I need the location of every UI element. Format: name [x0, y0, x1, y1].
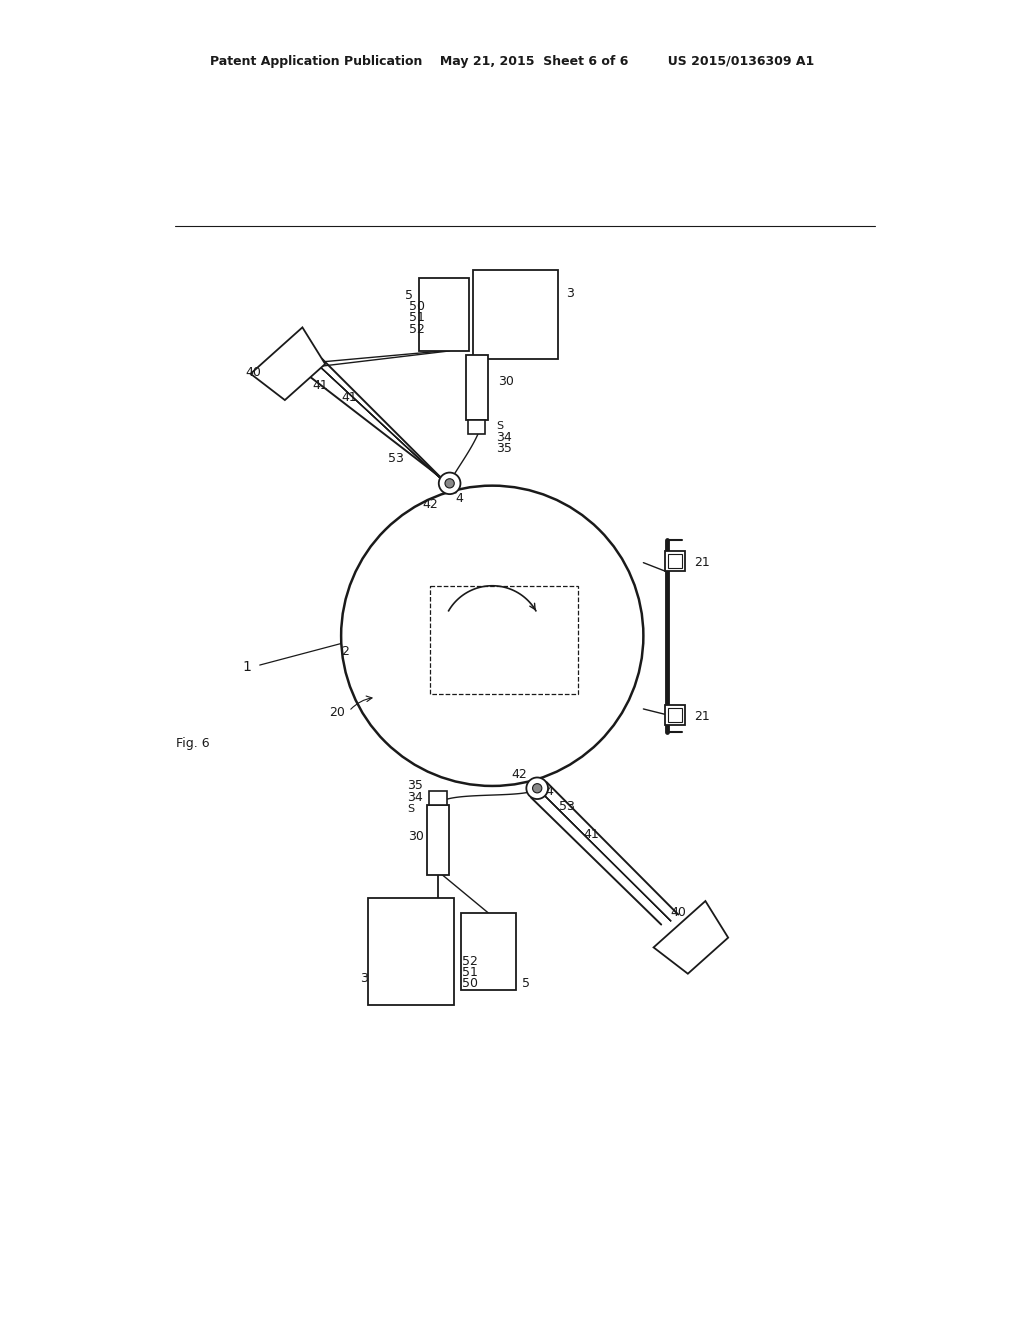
Text: 41: 41: [584, 828, 599, 841]
Text: 52: 52: [462, 954, 478, 968]
Text: 1: 1: [243, 660, 252, 673]
Text: 53: 53: [388, 453, 403, 465]
Circle shape: [438, 473, 461, 494]
Polygon shape: [653, 902, 728, 974]
Text: Patent Application Publication    May 21, 2015  Sheet 6 of 6         US 2015/013: Patent Application Publication May 21, 2…: [210, 55, 814, 69]
Bar: [669, 554, 682, 568]
Text: 21: 21: [693, 556, 710, 569]
Text: 34: 34: [407, 791, 423, 804]
Text: S: S: [407, 804, 414, 814]
Text: 3: 3: [360, 972, 369, 985]
Bar: [473, 271, 558, 359]
Circle shape: [526, 777, 548, 799]
Bar: [468, 420, 485, 434]
Text: 35: 35: [407, 779, 423, 792]
Bar: [429, 792, 446, 805]
Text: 2: 2: [341, 644, 349, 657]
Text: 30: 30: [409, 829, 424, 842]
Text: 5: 5: [406, 289, 414, 302]
Text: 50: 50: [462, 977, 478, 990]
Text: 41: 41: [312, 379, 329, 392]
Text: 3: 3: [566, 286, 573, 300]
Text: 52: 52: [410, 323, 425, 335]
Text: 20: 20: [330, 706, 345, 719]
Text: S: S: [496, 421, 503, 432]
Text: Fig. 6: Fig. 6: [176, 737, 210, 750]
Bar: [419, 277, 469, 351]
Text: 21: 21: [693, 710, 710, 723]
Circle shape: [445, 479, 455, 488]
Text: 40: 40: [671, 907, 686, 920]
Text: 51: 51: [462, 966, 478, 979]
Polygon shape: [251, 327, 326, 400]
Text: 42: 42: [423, 499, 438, 511]
Bar: [369, 898, 454, 1006]
Text: 40: 40: [246, 366, 262, 379]
Text: 30: 30: [499, 375, 514, 388]
Bar: [669, 708, 682, 722]
Text: 4: 4: [545, 785, 553, 797]
Text: 50: 50: [410, 300, 425, 313]
Text: 35: 35: [496, 442, 512, 455]
Circle shape: [532, 784, 542, 793]
Bar: [461, 913, 515, 990]
Text: 53: 53: [559, 800, 574, 813]
Bar: [665, 705, 685, 725]
Bar: [665, 552, 685, 572]
Bar: [427, 805, 449, 875]
Text: 4: 4: [456, 492, 464, 506]
Text: 51: 51: [410, 312, 425, 325]
Text: 34: 34: [496, 430, 512, 444]
Text: 42: 42: [512, 768, 527, 781]
Bar: [430, 586, 578, 693]
Text: 5: 5: [521, 977, 529, 990]
Text: 41: 41: [341, 391, 357, 404]
Bar: [466, 355, 487, 420]
